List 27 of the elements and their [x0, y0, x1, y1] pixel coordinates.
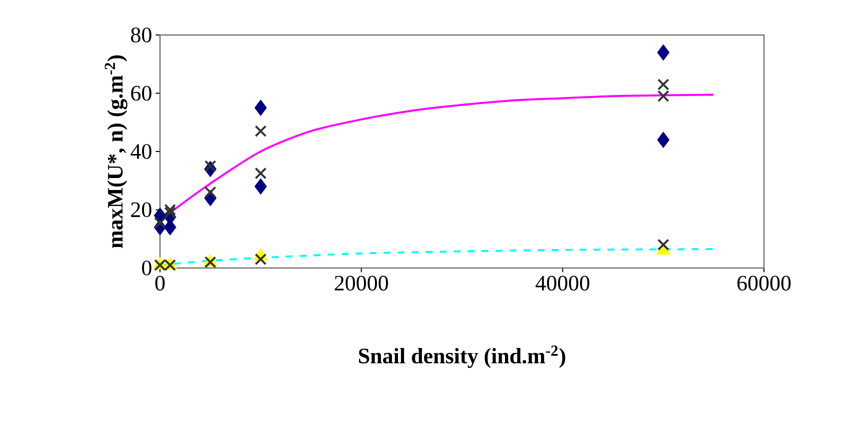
x-tick-label: 40000 [536, 276, 590, 291]
point [154, 216, 166, 229]
point [164, 206, 176, 219]
point [204, 256, 216, 268]
point [254, 167, 267, 180]
x-tick-label: 60000 [737, 276, 791, 291]
point [254, 100, 267, 116]
point [204, 186, 216, 198]
point [204, 160, 216, 172]
point [657, 90, 670, 102]
point [657, 44, 670, 61]
point [657, 238, 670, 251]
y-tick-label: 40 [130, 144, 152, 159]
point [164, 204, 176, 216]
x-tick-label: 20000 [334, 276, 388, 291]
y-tick-label: 20 [131, 202, 152, 218]
point [657, 78, 670, 90]
y-tick-label: 60 [131, 86, 152, 101]
x-axis-title: Snail density (ind.m$^{-2}$) [359, 346, 566, 368]
x-tick-label: 0 [155, 276, 165, 291]
point [254, 125, 267, 138]
y-tick-label: 0 [142, 260, 152, 276]
point [254, 253, 267, 266]
point [254, 178, 267, 195]
y-tick-label: 80 [131, 28, 152, 42]
y-axis-title: maxM(U*, n) (g.m$^{-2}$) [104, 55, 128, 248]
point [657, 132, 670, 148]
